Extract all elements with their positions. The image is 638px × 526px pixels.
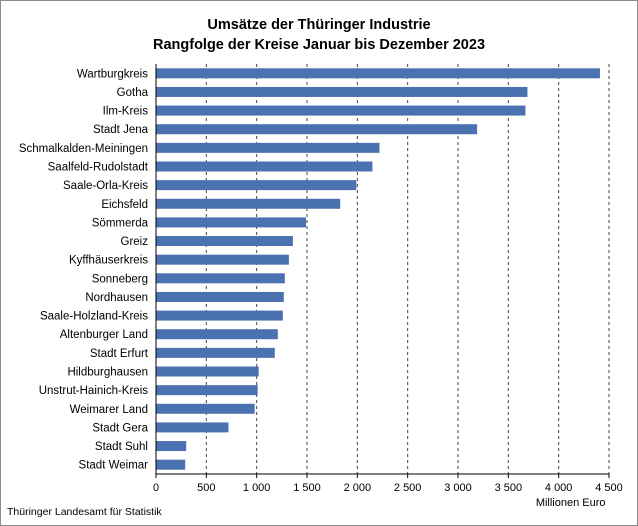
category-label: Weimarer Land <box>70 404 148 416</box>
category-label: Saalfeld-Rudolstadt <box>48 162 149 174</box>
category-label: Wartburgkreis <box>77 68 148 80</box>
x-tick-label: 3 000 <box>444 482 472 494</box>
category-label: Nordhausen <box>85 292 148 304</box>
category-label: Greiz <box>121 236 149 248</box>
x-tick-label: 1 500 <box>293 482 321 494</box>
category-label: Sonneberg <box>92 273 148 285</box>
bar <box>156 347 275 358</box>
bar <box>156 86 528 97</box>
category-label: Schmalkalden-Meiningen <box>19 143 148 155</box>
x-tick-label: 2 000 <box>344 482 372 494</box>
category-label: Sömmerda <box>92 217 149 229</box>
bar <box>156 273 285 284</box>
bar <box>156 236 293 247</box>
bar <box>156 217 306 228</box>
x-tick-label: 2 500 <box>394 482 422 494</box>
x-tick-label: 500 <box>197 482 215 494</box>
bar <box>156 459 186 470</box>
category-label: Stadt Gera <box>92 422 148 434</box>
category-label: Stadt Suhl <box>95 441 148 453</box>
x-tick-label: 4 000 <box>545 482 573 494</box>
bar <box>156 329 278 340</box>
category-label: Kyffhäuserkreis <box>69 255 148 267</box>
bar <box>156 198 341 209</box>
bar <box>156 68 600 79</box>
x-tick-label: 3 500 <box>495 482 523 494</box>
bar <box>156 422 229 433</box>
bar <box>156 403 255 414</box>
bar <box>156 180 357 191</box>
category-label: Unstrut-Hainich-Kreis <box>39 385 149 397</box>
category-label: Saale-Orla-Kreis <box>63 180 148 192</box>
bar <box>156 310 283 321</box>
category-label: Stadt Jena <box>93 124 149 136</box>
bar <box>156 385 258 396</box>
bar <box>156 161 373 172</box>
category-label: Hildburghausen <box>67 367 148 379</box>
bar <box>156 142 380 153</box>
bar <box>156 105 526 116</box>
bar <box>156 441 187 452</box>
source-note: Thüringer Landesamt für Statistik <box>7 506 162 518</box>
category-label: Saale-Holzland-Kreis <box>40 311 148 323</box>
chart-title: Umsätze der Thüringer Industrie Rangfolg… <box>152 17 486 53</box>
x-tick-label: 1 000 <box>243 482 271 494</box>
bar <box>156 366 259 377</box>
category-label: Ilm-Kreis <box>103 106 149 118</box>
x-tick-label: 0 <box>153 482 159 494</box>
category-label: Altenburger Land <box>60 329 148 341</box>
bar <box>156 291 284 302</box>
x-tick-label: 4 500 <box>595 482 623 494</box>
bar <box>156 254 289 265</box>
category-label: Stadt Erfurt <box>90 348 149 360</box>
category-label: Gotha <box>117 87 149 99</box>
category-label: Stadt Weimar <box>79 460 149 472</box>
x-axis-label: Millionen Euro <box>536 497 606 509</box>
bar <box>156 124 478 135</box>
category-label: Eichsfeld <box>101 199 148 211</box>
